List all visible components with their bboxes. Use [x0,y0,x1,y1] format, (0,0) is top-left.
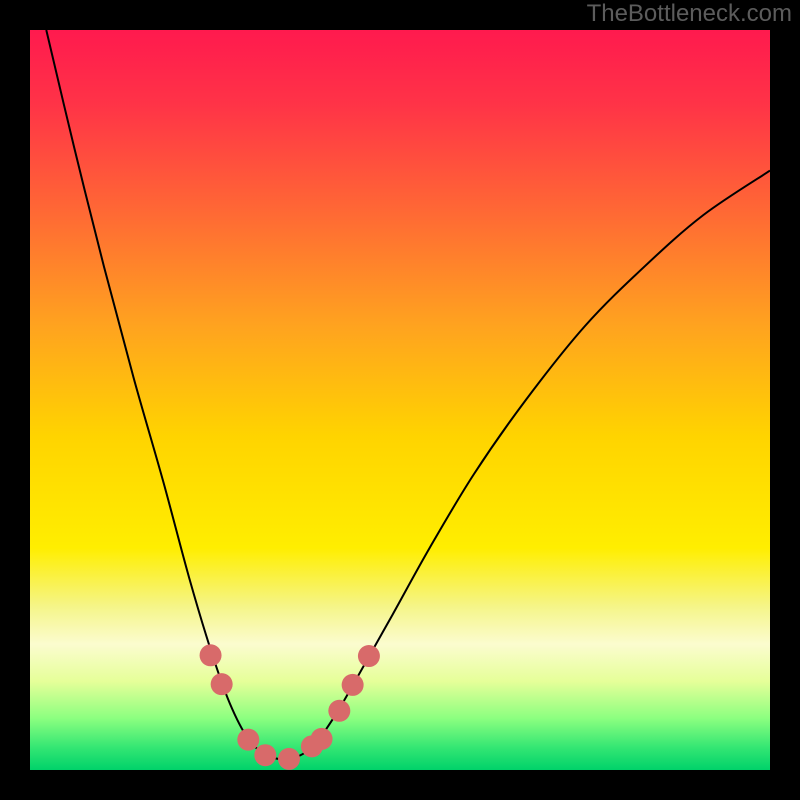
data-marker [237,729,259,751]
data-marker [200,644,222,666]
data-marker [358,645,380,667]
chart-stage: TheBottleneck.com [0,0,800,800]
bottleneck-chart [0,0,800,800]
data-marker [278,748,300,770]
data-marker [328,700,350,722]
watermark-text: TheBottleneck.com [587,0,792,28]
plot-background [30,30,770,770]
data-marker [342,674,364,696]
data-marker [311,728,333,750]
data-marker [211,673,233,695]
data-marker [254,744,276,766]
